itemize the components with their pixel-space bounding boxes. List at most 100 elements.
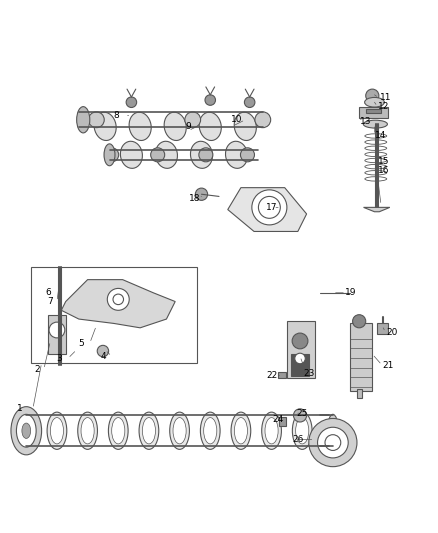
Text: 19: 19: [345, 288, 356, 297]
Circle shape: [195, 188, 208, 200]
Circle shape: [293, 409, 307, 422]
Circle shape: [292, 333, 308, 349]
Ellipse shape: [365, 165, 387, 169]
Circle shape: [244, 97, 255, 108]
Ellipse shape: [296, 418, 309, 444]
Bar: [350, 324, 372, 391]
Ellipse shape: [365, 152, 387, 157]
Ellipse shape: [11, 407, 42, 455]
Ellipse shape: [120, 141, 142, 168]
Ellipse shape: [22, 423, 31, 439]
Ellipse shape: [77, 107, 90, 133]
Circle shape: [88, 112, 104, 128]
Circle shape: [151, 148, 165, 162]
Ellipse shape: [327, 414, 338, 447]
Bar: [287, 321, 315, 378]
Ellipse shape: [365, 146, 387, 150]
Bar: [48, 314, 66, 354]
Ellipse shape: [109, 412, 128, 449]
Ellipse shape: [265, 418, 278, 444]
Text: 2: 2: [35, 365, 40, 374]
Circle shape: [318, 427, 348, 458]
Bar: [279, 417, 286, 426]
Circle shape: [97, 345, 109, 357]
Circle shape: [255, 112, 271, 128]
Circle shape: [205, 95, 215, 106]
Polygon shape: [228, 188, 307, 231]
Circle shape: [49, 322, 65, 338]
Text: 12: 12: [378, 102, 389, 111]
Ellipse shape: [365, 171, 387, 175]
Circle shape: [252, 190, 287, 225]
Circle shape: [105, 148, 119, 162]
Ellipse shape: [104, 144, 115, 166]
Bar: [31, 266, 197, 363]
Text: 26: 26: [292, 435, 304, 444]
Circle shape: [366, 89, 379, 102]
Ellipse shape: [261, 412, 281, 449]
Circle shape: [240, 148, 254, 162]
Ellipse shape: [363, 120, 388, 128]
Ellipse shape: [191, 141, 212, 168]
Ellipse shape: [170, 412, 189, 449]
Text: 1: 1: [17, 405, 23, 414]
Polygon shape: [364, 207, 390, 212]
Circle shape: [295, 353, 305, 364]
Ellipse shape: [139, 412, 159, 449]
Circle shape: [126, 97, 137, 108]
Ellipse shape: [47, 412, 67, 449]
Ellipse shape: [142, 418, 155, 444]
Ellipse shape: [365, 158, 387, 163]
Ellipse shape: [112, 418, 125, 444]
Ellipse shape: [94, 112, 116, 141]
Text: 18: 18: [189, 194, 201, 203]
Text: 8: 8: [113, 111, 119, 120]
Circle shape: [258, 197, 280, 219]
Text: 6: 6: [45, 288, 51, 297]
Text: 13: 13: [360, 117, 371, 126]
Circle shape: [309, 418, 357, 467]
Ellipse shape: [365, 177, 387, 181]
Bar: [366, 109, 381, 113]
Circle shape: [325, 435, 341, 450]
Text: 3: 3: [56, 354, 62, 363]
Bar: [278, 372, 286, 378]
Ellipse shape: [204, 418, 217, 444]
Text: 22: 22: [266, 372, 277, 381]
Ellipse shape: [226, 141, 247, 168]
Ellipse shape: [173, 418, 186, 444]
Text: 20: 20: [386, 328, 398, 337]
Ellipse shape: [199, 112, 221, 141]
Ellipse shape: [364, 98, 385, 107]
Text: 25: 25: [297, 409, 308, 418]
Ellipse shape: [50, 418, 64, 444]
Text: 7: 7: [47, 297, 53, 306]
Text: 24: 24: [272, 415, 284, 424]
Ellipse shape: [365, 140, 387, 144]
Text: 10: 10: [231, 115, 242, 124]
Text: 9: 9: [185, 122, 191, 131]
Bar: [291, 354, 309, 376]
Text: 4: 4: [100, 352, 106, 361]
Ellipse shape: [78, 412, 97, 449]
Ellipse shape: [129, 112, 151, 141]
Text: 17: 17: [266, 203, 277, 212]
Ellipse shape: [155, 141, 177, 168]
Circle shape: [353, 314, 366, 328]
Circle shape: [199, 148, 213, 162]
Text: 5: 5: [78, 338, 84, 348]
Ellipse shape: [200, 412, 220, 449]
Ellipse shape: [292, 412, 312, 449]
Circle shape: [113, 294, 124, 304]
Ellipse shape: [81, 418, 94, 444]
Text: 15: 15: [378, 157, 389, 166]
Text: 16: 16: [378, 166, 389, 175]
Ellipse shape: [234, 418, 247, 444]
Text: 14: 14: [375, 131, 387, 140]
Circle shape: [107, 288, 129, 310]
Polygon shape: [61, 280, 175, 328]
Ellipse shape: [231, 412, 251, 449]
Text: 21: 21: [382, 360, 393, 369]
Ellipse shape: [16, 414, 36, 447]
Ellipse shape: [164, 112, 186, 141]
